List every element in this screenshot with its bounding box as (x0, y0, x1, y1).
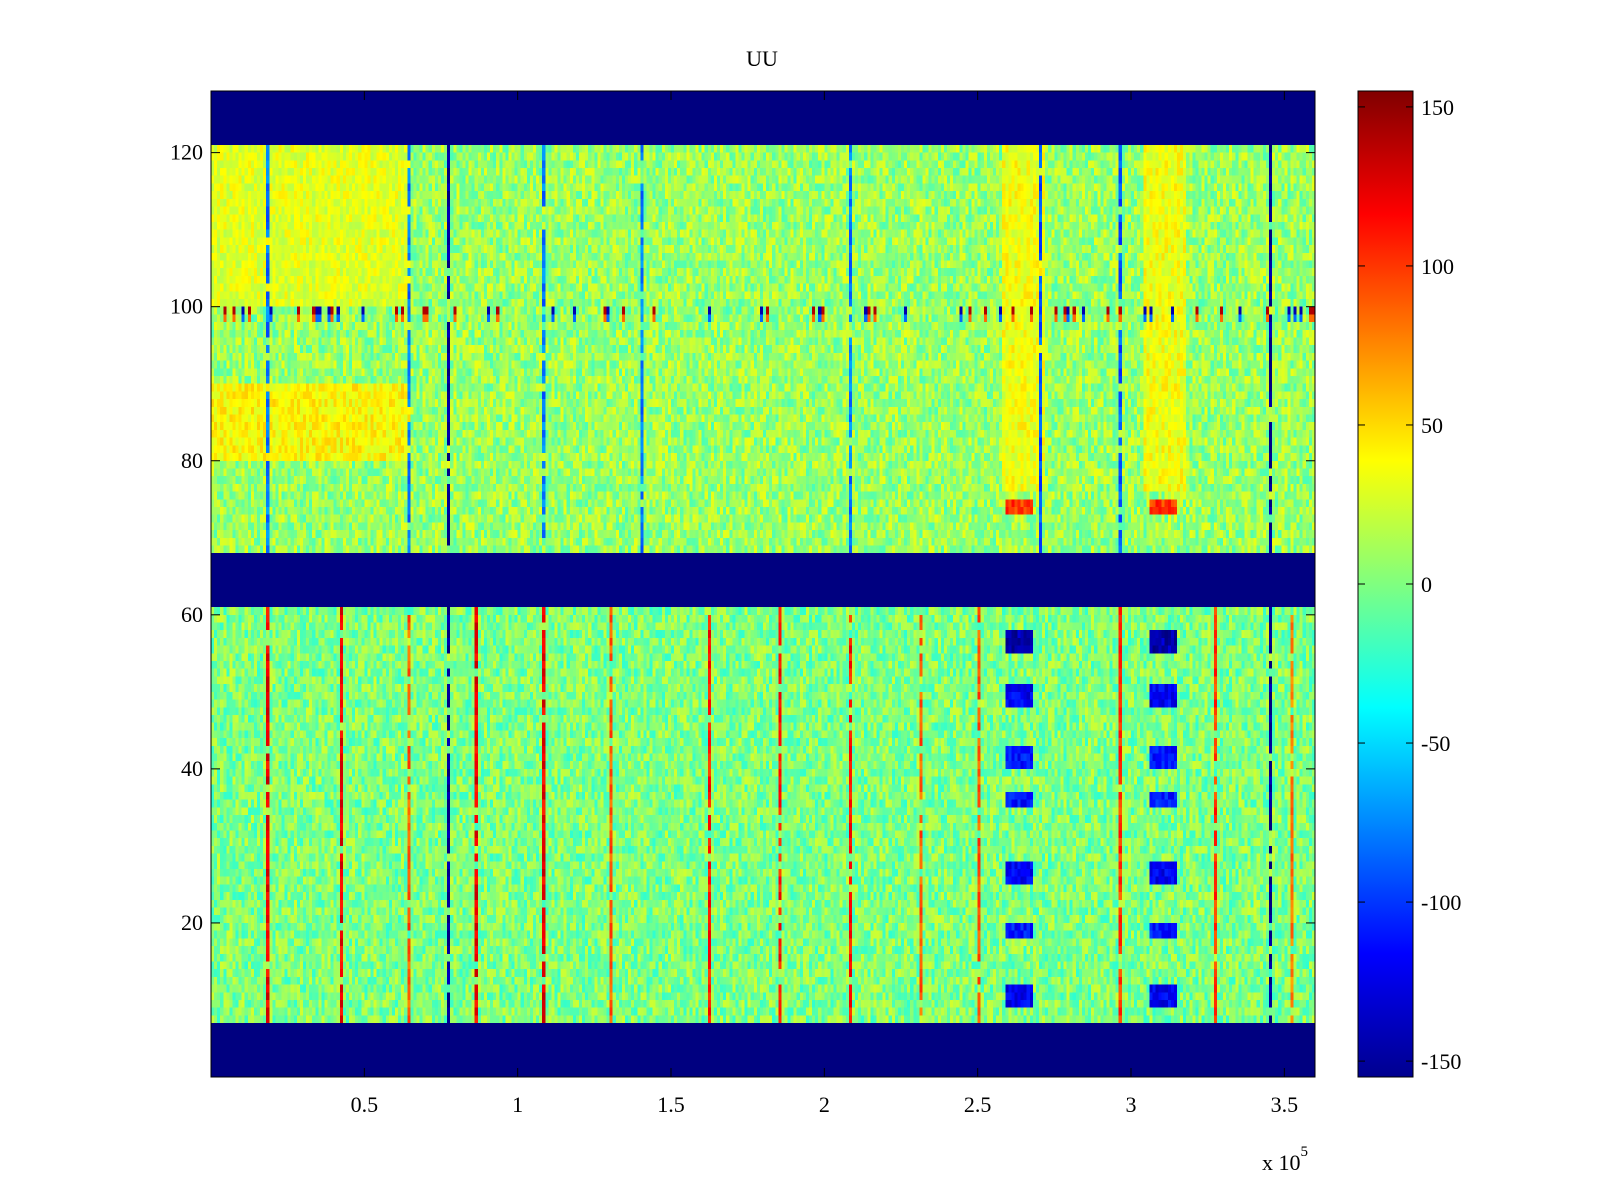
colorbar: 150 100 50 0 -50 -100 -150 (1357, 90, 1461, 1078)
colorbar-tick-label: 150 (1421, 95, 1454, 120)
heatmap-area (211, 91, 1315, 1077)
x-tick-label: 1 (512, 1092, 523, 1117)
y-tick-label: 120 (170, 140, 203, 165)
chart-title: UU (746, 46, 778, 71)
x-axis: 0.5 1 1.5 2 2.5 3 3.5 (351, 91, 1299, 1117)
x-tick-label: 3.5 (1271, 1092, 1299, 1117)
y-tick-label: 40 (181, 756, 203, 781)
y-axis: 20 40 60 80 100 120 (170, 140, 1315, 935)
x-tick-label: 3 (1126, 1092, 1137, 1117)
colorbar-tick-label: 50 (1421, 413, 1443, 438)
x-exponent-base: x 10 (1262, 1150, 1301, 1175)
colorbar-tick-label: 0 (1421, 572, 1432, 597)
x-exponent-power: 5 (1301, 1144, 1309, 1160)
colorbar-tick-label: -50 (1421, 731, 1450, 756)
colorbar-tick-label: 100 (1421, 254, 1454, 279)
y-tick-label: 20 (181, 910, 203, 935)
heatmap-raster (211, 91, 1315, 1077)
colorbar-axis: 150 100 50 0 -50 -100 -150 (1358, 95, 1461, 1074)
y-tick-label: 60 (181, 602, 203, 627)
x-tick-label: 0.5 (351, 1092, 379, 1117)
y-tick-label: 80 (181, 448, 203, 473)
x-tick-label: 1.5 (657, 1092, 685, 1117)
x-exponent-label: x 105 (1262, 1144, 1308, 1175)
plot-frame (210, 90, 1316, 1078)
colorbar-tick-label: -150 (1421, 1049, 1461, 1074)
colorbar-tick-label: -100 (1421, 890, 1461, 915)
y-tick-label: 100 (170, 294, 203, 319)
x-tick-label: 2 (819, 1092, 830, 1117)
x-tick-label: 2.5 (964, 1092, 992, 1117)
colorbar-gradient (1358, 91, 1413, 1077)
